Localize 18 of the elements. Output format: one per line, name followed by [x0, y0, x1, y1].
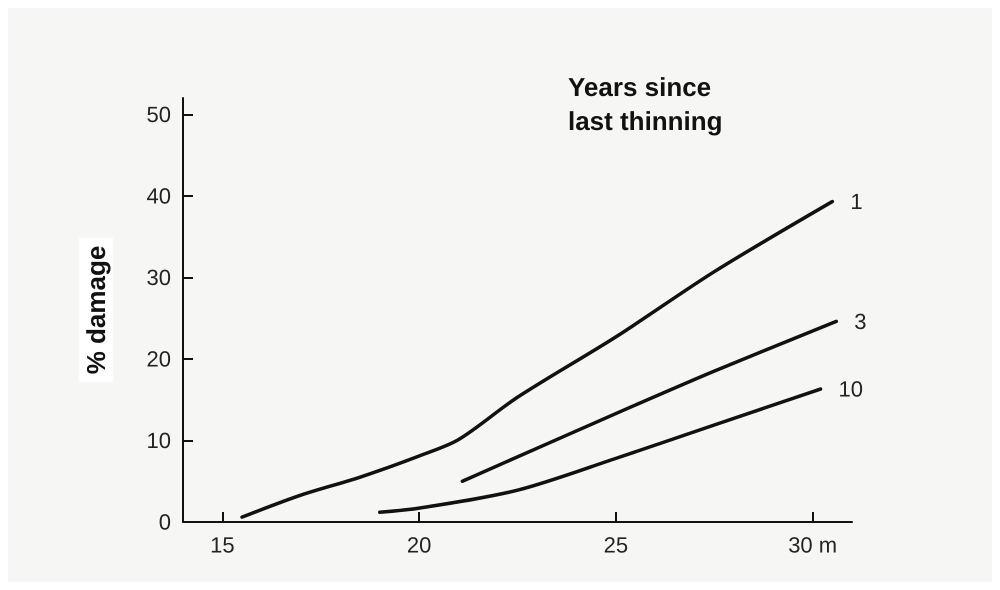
line-series — [240, 200, 834, 519]
x-tick-label: 25 — [604, 532, 628, 558]
series-label: 3 — [854, 308, 867, 334]
series-label: 10 — [838, 376, 863, 402]
x-tick-label: 30 m — [788, 532, 838, 558]
y-tick-label: 30 — [146, 264, 171, 290]
series-label: 1 — [850, 189, 863, 214]
line-series — [378, 387, 822, 514]
legend-title: Years since last thinning — [568, 72, 723, 136]
y-tick-label: 0 — [158, 510, 171, 534]
y-tick-label: 20 — [146, 346, 171, 372]
line-series — [460, 320, 838, 483]
y-axis-title: % damage — [81, 246, 111, 374]
x-tick-label: 20 — [406, 532, 432, 558]
x-tick-label: 15 — [210, 532, 235, 558]
y-tick-label: 50 — [146, 102, 171, 127]
y-tick-label: 10 — [146, 428, 171, 453]
y-tick-label: 40 — [146, 183, 171, 208]
